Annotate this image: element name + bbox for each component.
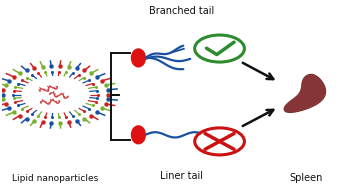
Ellipse shape: [132, 126, 145, 144]
Polygon shape: [284, 74, 325, 112]
Polygon shape: [285, 75, 325, 112]
Text: Spleen: Spleen: [289, 173, 323, 183]
Text: Branched tail: Branched tail: [149, 6, 214, 16]
Text: Liner tail: Liner tail: [160, 171, 203, 181]
Ellipse shape: [132, 49, 145, 67]
Text: Lipid nanoparticles: Lipid nanoparticles: [13, 174, 99, 183]
